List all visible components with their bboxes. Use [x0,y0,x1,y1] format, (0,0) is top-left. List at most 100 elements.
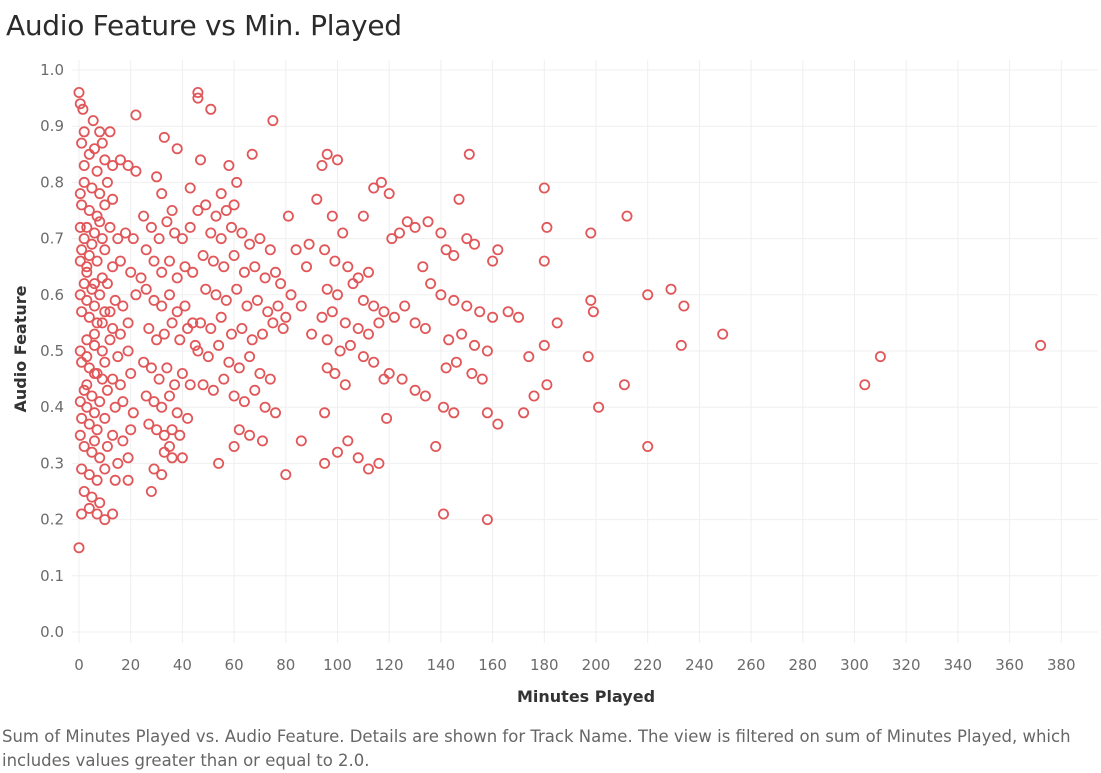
data-point[interactable] [125,367,137,379]
data-point[interactable] [282,210,294,222]
data-point[interactable] [437,508,449,520]
data-point[interactable] [86,182,98,194]
data-point[interactable] [233,362,245,374]
data-point[interactable] [158,429,170,441]
data-point[interactable] [76,199,88,211]
data-point[interactable] [422,216,434,228]
data-point[interactable] [83,418,95,430]
data-point[interactable] [474,306,486,318]
data-point[interactable] [140,283,152,295]
data-point[interactable] [331,446,343,458]
data-point[interactable] [112,457,124,469]
data-point[interactable] [107,373,119,385]
data-point[interactable] [138,210,150,222]
data-point[interactable] [117,435,129,447]
data-point[interactable] [163,289,175,301]
data-point[interactable] [306,328,318,340]
data-point[interactable] [76,137,88,149]
data-point[interactable] [419,322,431,334]
data-point[interactable] [89,407,101,419]
data-point[interactable] [541,379,553,391]
data-point[interactable] [73,542,85,554]
data-point[interactable] [91,317,103,329]
data-point[interactable] [161,362,173,374]
data-point[interactable] [89,328,101,340]
data-point[interactable] [87,115,99,127]
data-point[interactable] [74,255,86,267]
data-point[interactable] [362,266,374,278]
data-point[interactable] [383,188,395,200]
data-point[interactable] [171,143,183,155]
data-point[interactable] [210,289,222,301]
data-point[interactable] [357,210,369,222]
data-point[interactable] [145,485,157,497]
data-point[interactable] [859,379,871,391]
data-point[interactable] [316,159,328,171]
data-point[interactable] [295,435,307,447]
data-point[interactable] [375,176,387,188]
data-point[interactable] [99,514,111,526]
data-point[interactable] [140,390,152,402]
data-point[interactable] [300,261,312,273]
data-point[interactable] [295,300,307,312]
data-point[interactable] [76,508,88,520]
data-point[interactable] [399,300,411,312]
data-point[interactable] [114,328,126,340]
data-point[interactable] [461,233,473,245]
data-point[interactable] [187,266,199,278]
data-point[interactable] [89,227,101,239]
data-point[interactable] [76,306,88,318]
data-point[interactable] [166,204,178,216]
data-point[interactable] [228,199,240,211]
data-point[interactable] [74,188,86,200]
data-point[interactable] [189,339,201,351]
data-point[interactable] [319,407,331,419]
data-point[interactable] [541,221,553,233]
data-point[interactable] [107,159,119,171]
data-point[interactable] [344,339,356,351]
data-point[interactable] [163,255,175,267]
data-point[interactable] [156,188,168,200]
data-point[interactable] [347,278,359,290]
data-point[interactable] [151,171,163,183]
data-point[interactable] [76,463,88,475]
data-point[interactable] [94,497,106,509]
data-point[interactable] [91,424,103,436]
data-point[interactable] [280,311,292,323]
data-point[interactable] [83,311,95,323]
data-point[interactable] [127,407,139,419]
data-point[interactable] [373,457,385,469]
data-point[interactable] [122,159,134,171]
data-point[interactable] [244,429,256,441]
data-point[interactable] [145,362,157,374]
data-point[interactable] [476,373,488,385]
data-point[interactable] [238,266,250,278]
data-point[interactable] [528,390,540,402]
data-point[interactable] [76,244,88,256]
data-point[interactable] [409,384,421,396]
data-point[interactable] [468,339,480,351]
data-point[interactable] [184,221,196,233]
data-point[interactable] [225,221,237,233]
data-point[interactable] [145,221,157,233]
data-point[interactable] [202,351,214,363]
data-point[interactable] [89,300,101,312]
data-point[interactable] [109,474,121,486]
data-point[interactable] [101,176,113,188]
data-point[interactable] [99,199,111,211]
data-point[interactable] [874,351,886,363]
data-point[interactable] [184,182,196,194]
data-point[interactable] [357,294,369,306]
data-point[interactable] [112,351,124,363]
data-point[interactable] [169,379,181,391]
data-point[interactable] [122,452,134,464]
data-point[interactable] [74,221,86,233]
data-point[interactable] [218,261,230,273]
data-point[interactable] [101,440,113,452]
data-point[interactable] [321,362,333,374]
data-point[interactable] [74,345,86,357]
data-point[interactable] [321,283,333,295]
data-point[interactable] [481,514,493,526]
data-point[interactable] [241,300,253,312]
data-point[interactable] [678,300,690,312]
